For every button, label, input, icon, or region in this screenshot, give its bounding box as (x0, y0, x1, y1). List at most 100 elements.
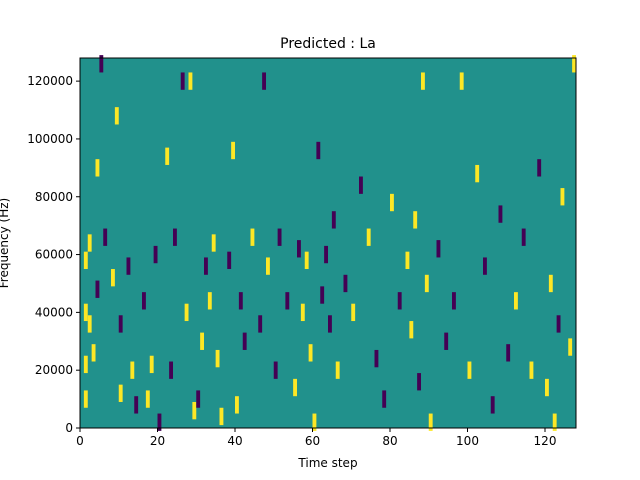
heatmap-cell (397, 292, 402, 310)
plot-frame (79, 57, 577, 429)
heatmap-cell (91, 344, 96, 362)
x-tick-label: 40 (227, 434, 242, 448)
heatmap-cell (87, 315, 92, 333)
x-tick-label: 0 (76, 434, 84, 448)
heatmap-cell (328, 315, 332, 333)
plot-area (79, 55, 577, 431)
heatmap-cell (312, 413, 317, 431)
x-tick-label: 80 (382, 434, 397, 448)
heatmap-cell (207, 292, 212, 310)
heatmap-cell (459, 72, 464, 90)
heatmap-cell (130, 361, 135, 379)
heatmap-cell (421, 72, 425, 90)
y-tick-label: 40000 (35, 305, 73, 319)
heatmap-cell (99, 55, 104, 73)
y-tick-label: 0 (65, 421, 73, 435)
heatmap-cell (545, 378, 549, 397)
heatmap-cell (169, 361, 174, 379)
x-tick-label: 60 (305, 434, 320, 448)
heatmap-cell (285, 292, 290, 310)
heatmap-cell (568, 338, 573, 356)
heatmap-cell (114, 107, 119, 125)
heatmap-cell (118, 315, 123, 333)
heatmap-cell (300, 303, 305, 322)
heatmap-cell (331, 211, 336, 229)
heatmap-cell (227, 251, 232, 270)
heatmap-cell (180, 72, 185, 90)
heatmap-cell (103, 228, 108, 246)
heatmap-cell (413, 211, 418, 229)
heatmap-cell (142, 292, 146, 310)
heatmap-cell (173, 228, 177, 246)
heatmap-cell (304, 251, 309, 270)
heatmap-cell (405, 251, 410, 270)
heatmap-cell (467, 361, 472, 379)
heatmap-cell (215, 349, 220, 368)
heatmap-cell (506, 344, 511, 362)
heatmap-cell (374, 349, 379, 368)
heatmap-cell (351, 303, 356, 322)
heatmap-cell (200, 332, 205, 350)
heatmap-cell (157, 413, 162, 431)
heatmap-cell (188, 72, 193, 90)
plot-background (80, 58, 576, 428)
x-axis: 0 20 40 60 80 100 120 (76, 428, 556, 448)
heatmap-cell (409, 321, 414, 339)
heatmap-cell (266, 257, 270, 275)
heatmap-cell (324, 245, 329, 264)
y-tick-label: 80000 (35, 190, 73, 204)
heatmap-cell (83, 390, 88, 408)
y-axis-label: Frequency (Hz) (0, 198, 11, 289)
y-axis: 0 20000 40000 60000 80000 100000 120000 (27, 74, 80, 435)
heatmap-cell (87, 234, 92, 252)
heatmap-cell (149, 355, 154, 374)
heatmap-cell (196, 390, 201, 408)
heatmap-cell (436, 240, 441, 258)
heatmap-cell (297, 240, 301, 258)
x-tick-label: 100 (456, 434, 479, 448)
heatmap-cell (258, 315, 263, 333)
heatmap-cell (529, 361, 534, 379)
heatmap-cell (552, 413, 557, 431)
heatmap-cell (521, 228, 526, 246)
x-axis-label: Time step (297, 456, 357, 470)
heatmap-cell (359, 176, 363, 194)
heatmap-cell (417, 373, 422, 391)
heatmap-cell (548, 274, 553, 293)
heatmap-cell (134, 396, 139, 414)
heatmap-cell (537, 159, 542, 177)
heatmap-cell (514, 292, 518, 310)
heatmap-cell (556, 315, 561, 333)
heatmap-cell (277, 228, 282, 246)
heatmap-cell (118, 384, 123, 402)
heatmap-cell (452, 292, 456, 310)
heatmap-cell (231, 141, 236, 160)
heatmap-cell (273, 361, 278, 379)
heatmap-cell (335, 361, 340, 379)
y-tick-label: 120000 (27, 74, 73, 88)
heatmap-cell (308, 344, 313, 362)
heatmap-cell (490, 396, 495, 414)
heatmap-cell (390, 193, 394, 212)
heatmap-cell (444, 332, 449, 350)
heatmap-cell (572, 55, 577, 73)
heatmap-cell (320, 286, 325, 304)
heatmap-cell (262, 72, 267, 90)
heatmap-cell (235, 396, 239, 414)
heatmap-cell (343, 274, 348, 293)
heatmap-cell (316, 141, 321, 160)
heatmap-cell (95, 159, 100, 177)
heatmap-cell (424, 274, 429, 293)
heatmap-cell (211, 234, 216, 252)
heatmap-cell (498, 205, 503, 223)
heatmap-cell (560, 188, 565, 206)
heatmap-cell (153, 245, 158, 264)
heatmap-cell (242, 332, 247, 350)
heatmap-cell (83, 251, 88, 270)
heatmap-cell (483, 257, 487, 275)
heatmap-cell (366, 228, 371, 246)
heatmap-cell (184, 303, 189, 322)
heatmap-cell (95, 280, 100, 298)
y-tick-label: 20000 (35, 363, 73, 377)
x-tick-label: 20 (150, 434, 165, 448)
